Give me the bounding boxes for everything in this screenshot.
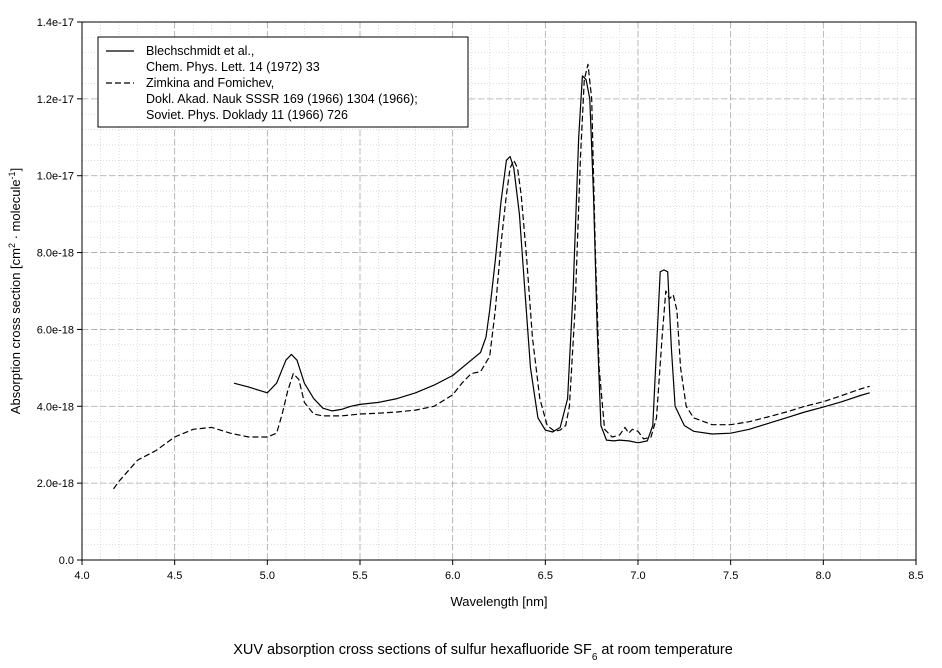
- y-tick-label: 1.4e-17: [37, 17, 74, 29]
- plot-area-frame: [81, 21, 917, 561]
- legend-entry-2-line-3: Soviet. Phys. Doklady 11 (1966) 726: [146, 108, 348, 122]
- tick-labels: 4.0 4.5 5.0 5.5 6.0 6.5 7.0 7.5 8.0 8.5 0.0 2.0e-18…: [37, 17, 924, 582]
- legend-entry-2-line-1: Zimkina and Fomichev,: [146, 76, 274, 90]
- chart-caption: XUV absorption cross sections of sulfur …: [233, 642, 733, 663]
- x-tick-label: 8.0: [816, 570, 831, 582]
- x-tick-label: 8.5: [908, 570, 923, 582]
- caption-prefix: XUV absorption cross sections of sulfur …: [233, 642, 592, 658]
- y-tick-label: 1.2e-17: [37, 94, 74, 106]
- x-tick-label: 6.5: [538, 570, 553, 582]
- y-axis-title-sup1: 2: [7, 243, 17, 248]
- caption-suffix: at room temperature: [597, 642, 732, 658]
- y-tick-label: 1.0e-17: [37, 171, 74, 183]
- legend-box: [97, 36, 469, 128]
- tick-marks: [77, 21, 917, 565]
- x-tick-label: 4.5: [167, 570, 182, 582]
- y-tick-label: 2.0e-18: [37, 478, 74, 490]
- x-tick-label: 5.0: [260, 570, 275, 582]
- legend-entry-2-line-2: Dokl. Akad. Nauk SSSR 169 (1966) 1304 (1…: [146, 92, 418, 106]
- y-tick-label: 6.0e-18: [37, 324, 74, 336]
- caption-subscript: 6: [592, 652, 598, 663]
- series-line-2: [113, 63, 870, 490]
- y-axis-title-end: ]: [8, 168, 23, 172]
- y-tick-label: 0.0: [59, 555, 74, 567]
- series-line-1: [233, 75, 870, 444]
- y-axis-title-sup2: -1: [7, 171, 17, 179]
- x-axis-title: Wavelength [nm]: [450, 594, 547, 609]
- legend-entry-1-line-2: Chem. Phys. Lett. 14 (1972) 33: [146, 60, 320, 74]
- x-tick-label: 6.0: [445, 570, 460, 582]
- x-tick-label: 7.5: [723, 570, 738, 582]
- x-tick-label: 4.0: [74, 570, 89, 582]
- x-tick-label: 5.5: [352, 570, 367, 582]
- x-tick-label: 7.0: [630, 570, 645, 582]
- y-axis-title: Absorption cross section [cm2 · molecule…: [7, 168, 23, 414]
- y-axis-title-middle: · molecule: [8, 179, 23, 243]
- y-tick-label: 8.0e-18: [37, 248, 74, 260]
- y-axis-title-main: Absorption cross section [cm: [8, 248, 23, 414]
- series-group: [113, 63, 870, 490]
- legend: Blechschmidt et al., Chem. Phys. Lett. 14…: [97, 36, 469, 128]
- y-tick-label: 4.0e-18: [37, 401, 74, 413]
- legend-entry-1-line-1: Blechschmidt et al.,: [146, 44, 254, 58]
